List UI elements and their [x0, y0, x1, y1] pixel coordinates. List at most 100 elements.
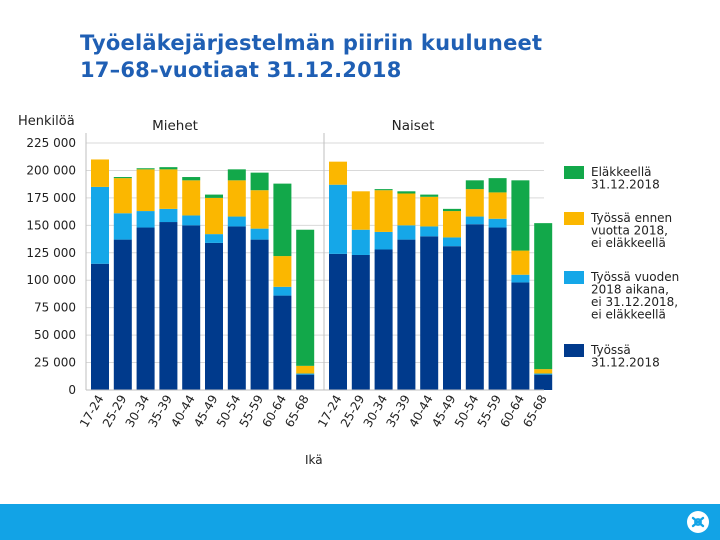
bar-segment	[159, 169, 178, 209]
x-tick-label: 65-68	[282, 393, 312, 430]
legend-label: Työssä	[590, 343, 631, 357]
bar-segment	[534, 373, 553, 375]
y-tick-label: 125 000	[26, 246, 76, 260]
bar-segment	[351, 191, 370, 230]
bar-segment	[397, 225, 416, 240]
bar-segment	[250, 228, 269, 240]
bar-segment	[113, 177, 132, 179]
bar-segment	[273, 286, 292, 296]
legend-label: Eläkkeellä	[591, 165, 652, 179]
bar-segment	[534, 369, 553, 374]
bar-segment	[91, 186, 109, 264]
legend-swatch	[564, 212, 584, 225]
bar-segment	[374, 249, 393, 390]
bar-segment	[443, 246, 461, 390]
x-tick-label: 65-68	[520, 393, 550, 430]
bar-segment	[113, 213, 132, 240]
bar-segment	[250, 172, 269, 191]
bar-segment	[465, 224, 484, 390]
bar-segment	[91, 159, 109, 187]
bar-segment	[443, 208, 461, 212]
bar-segment	[443, 211, 461, 238]
bar-segment	[227, 180, 246, 217]
y-tick-label: 50 000	[34, 328, 76, 342]
bar-segment	[511, 180, 530, 251]
bar-segment	[250, 239, 269, 390]
bar-segment	[465, 189, 484, 217]
y-tick-label: 100 000	[26, 273, 76, 287]
y-tick-label: 200 000	[26, 163, 76, 177]
legend-label: Työssä ennen	[590, 211, 672, 225]
bar-segment	[420, 236, 439, 390]
legend-label: vuotta 2018,	[591, 224, 668, 238]
bar-segment	[511, 282, 530, 390]
bar-segment	[273, 295, 292, 390]
stacked-bar-chart: 0 25 000 50 000 75 000 100 000 125 000 150 000…	[18, 114, 679, 467]
bar-segment	[205, 234, 223, 243]
bar-segment	[465, 180, 484, 190]
bar-segment	[465, 216, 484, 225]
bar-segment	[159, 222, 178, 390]
y-tick-label: 175 000	[26, 191, 76, 205]
bar-segment	[113, 239, 132, 390]
x-axis-label: Ikä	[305, 453, 323, 467]
y-tick-label: 0	[68, 383, 76, 397]
bar-segment	[374, 189, 393, 191]
footer-bar	[0, 504, 720, 540]
bar-segment	[296, 365, 315, 374]
bar-segment	[374, 231, 393, 250]
bar-segment	[159, 167, 178, 170]
bar-segment	[443, 237, 461, 247]
bar-segment	[273, 183, 292, 257]
bar-segment	[136, 227, 155, 390]
legend-swatch	[564, 166, 584, 179]
bar-segment	[511, 274, 530, 283]
bar-segment	[420, 194, 439, 197]
panel-title: Miehet	[152, 118, 198, 134]
bar-segment	[182, 180, 201, 216]
y-tick-label: 75 000	[34, 301, 76, 315]
bar-segment	[488, 178, 507, 193]
bar-segment	[420, 226, 439, 237]
bar-segment	[329, 253, 347, 390]
bar-segment	[113, 178, 132, 214]
bar-segment	[488, 227, 507, 390]
bar-segment	[397, 193, 416, 226]
bar-segment	[227, 169, 246, 181]
legend-label: ei eläkkeellä	[591, 308, 666, 322]
bar-segment	[420, 196, 439, 227]
slide-title-line-2: 17–68-vuotiaat 31.12.2018	[80, 58, 402, 82]
bar-segment	[205, 242, 223, 390]
bar-segment	[397, 239, 416, 390]
bar-segment	[374, 190, 393, 232]
legend-swatch	[564, 344, 584, 357]
bar-segment	[296, 229, 315, 366]
bar-segment	[227, 226, 246, 390]
bar-segment	[534, 374, 553, 390]
y-tick-label: 225 000	[26, 136, 76, 150]
bar-segment	[182, 215, 201, 226]
legend-swatch	[564, 271, 584, 284]
y-tick-label: 25 000	[34, 356, 76, 370]
panel-title: Naiset	[392, 118, 435, 134]
bar-segment	[182, 177, 201, 181]
bar-segment	[91, 263, 109, 390]
bar-segment	[136, 168, 155, 170]
slide-title: Työeläkejärjestelmän piiriin kuuluneet 1…	[80, 30, 680, 84]
bar-segment	[205, 197, 223, 235]
bar-segment	[329, 161, 347, 185]
bar-segment	[182, 225, 201, 390]
bar-segment	[205, 194, 223, 198]
bar-segment	[488, 218, 507, 228]
bar-segment	[136, 211, 155, 228]
bar-segment	[227, 216, 246, 227]
bar-segment	[511, 250, 530, 275]
tyoelake-logo-icon	[687, 511, 709, 533]
bar-segment	[136, 169, 155, 212]
bar-segment	[329, 184, 347, 254]
bar-segment	[250, 190, 269, 229]
legend-label: 31.12.2018	[591, 178, 660, 192]
legend-label: 2018 aikana,	[591, 283, 669, 297]
bar-segment	[159, 208, 178, 223]
y-axis-label: Henkilöä	[18, 114, 75, 129]
